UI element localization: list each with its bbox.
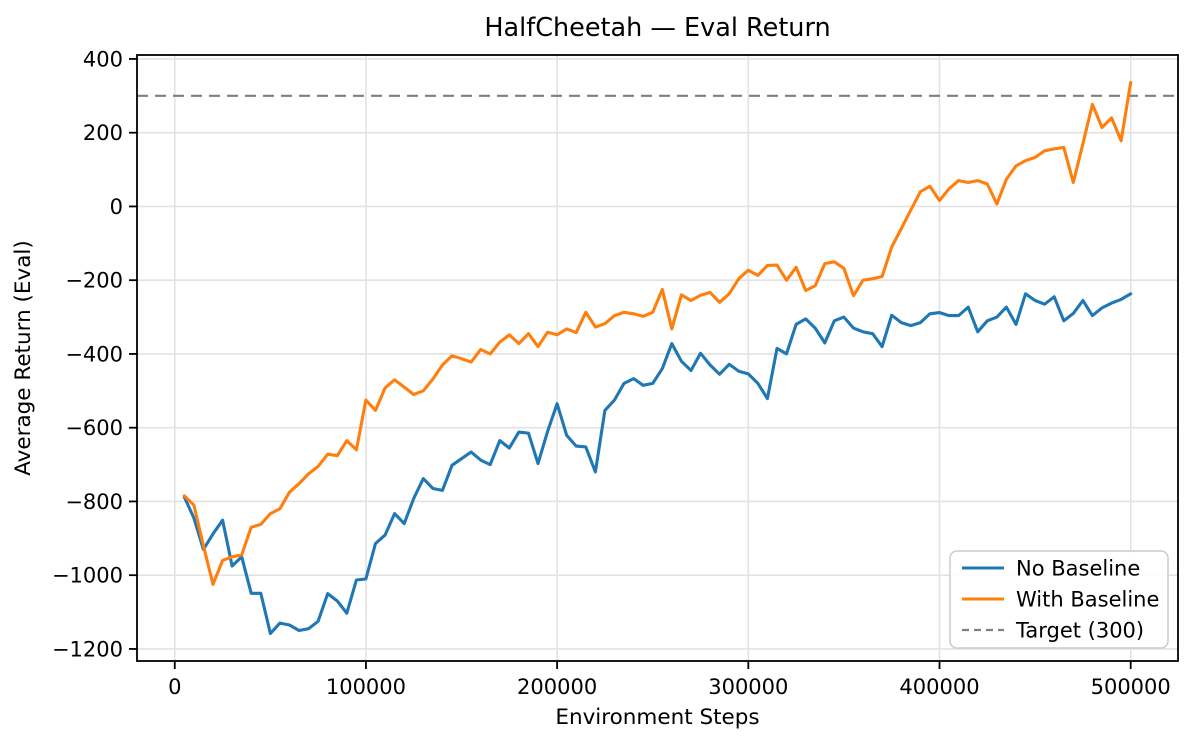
y-tick-label: −1000: [52, 564, 123, 588]
legend-item-no-baseline: No Baseline: [962, 557, 1140, 581]
x-tick-label: 300000: [708, 675, 788, 699]
legend-item-with-baseline: With Baseline: [962, 588, 1159, 612]
legend-label-no-baseline: No Baseline: [1016, 557, 1140, 581]
y-tick-label: −600: [65, 416, 123, 440]
y-axis-label: Average Return (Eval): [11, 240, 36, 476]
y-tick-label: 200: [83, 121, 123, 145]
chart-title: HalfCheetah — Eval Return: [484, 13, 830, 43]
y-tick-label: −1200: [52, 637, 123, 661]
x-tick-labels: 0 100000 200000 300000 400000 500000: [168, 675, 1171, 699]
y-tick-label: −800: [65, 490, 123, 514]
legend-label-with-baseline: With Baseline: [1016, 588, 1159, 612]
y-tick-label: 0: [110, 195, 123, 219]
with-baseline-line: [182, 80, 1133, 586]
axes-box: [136, 54, 1179, 662]
x-tick-label: 100000: [326, 675, 406, 699]
legend-label-target: Target (300): [1015, 619, 1144, 643]
y-tick-label: −400: [65, 342, 123, 366]
legend-item-target: Target (300): [962, 619, 1144, 643]
y-tick-labels: 400 200 0 −200 −400 −600 −800 −1000 −1200: [52, 47, 123, 661]
y-tick-label: 400: [83, 47, 123, 71]
legend-box: [949, 550, 1169, 649]
x-tick-label: 0: [168, 675, 181, 699]
x-axis-label: Environment Steps: [555, 705, 759, 730]
no-baseline-line: [182, 292, 1133, 636]
legend: No Baseline With Baseline Target (300): [949, 550, 1169, 649]
x-tick-label: 200000: [517, 675, 597, 699]
x-tick-label: 500000: [1091, 675, 1171, 699]
axis-ticks: [129, 58, 1132, 669]
y-tick-label: −200: [65, 269, 123, 293]
x-tick-label: 400000: [899, 675, 979, 699]
